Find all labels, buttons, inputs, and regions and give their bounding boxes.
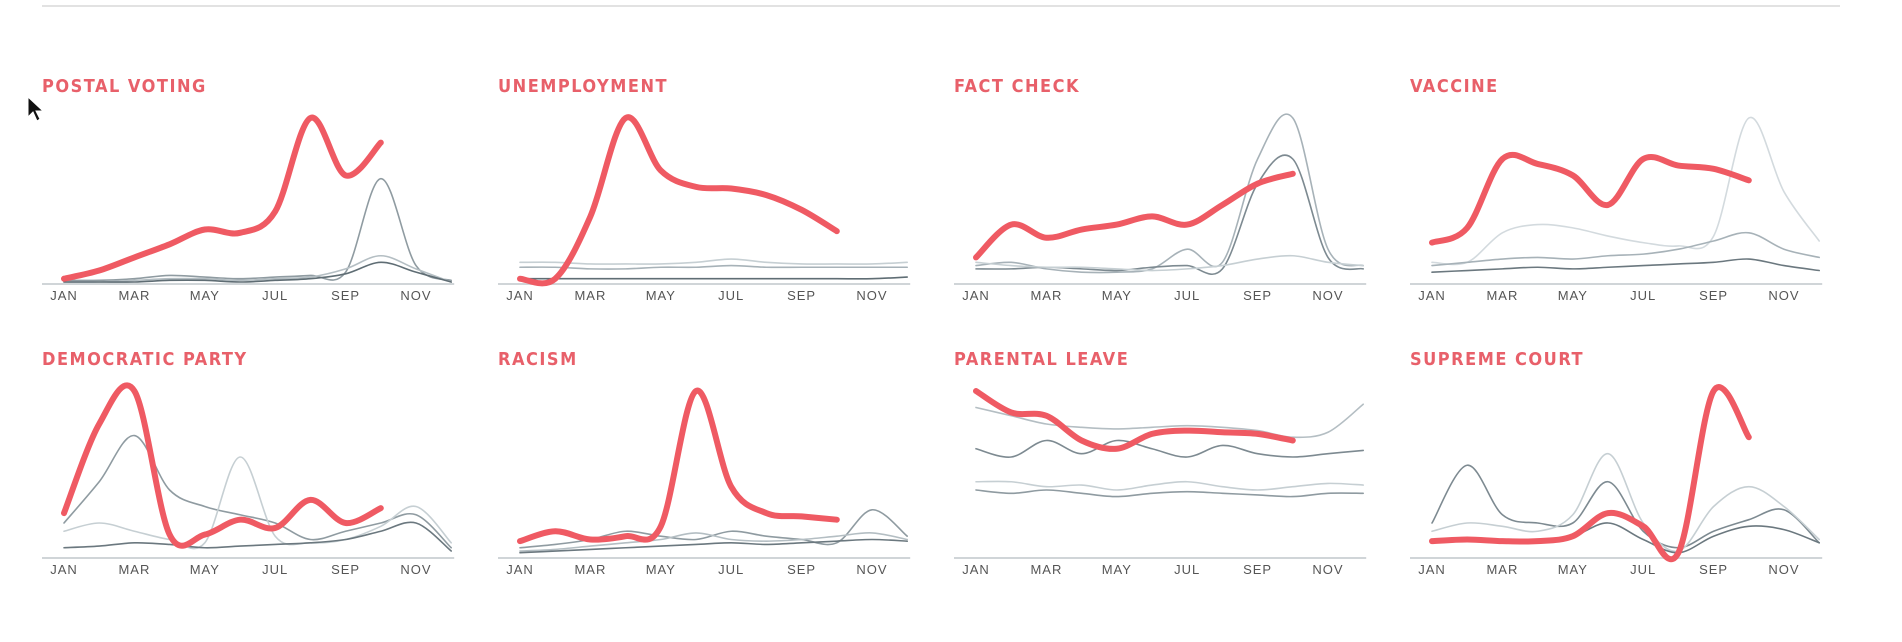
x-tick-label: NOV bbox=[856, 562, 887, 577]
x-tick-label: JAN bbox=[1418, 562, 1446, 577]
x-tick-label: JAN bbox=[506, 288, 534, 303]
context-line bbox=[1431, 452, 1820, 553]
context-line bbox=[1431, 231, 1820, 267]
x-tick-label: MAY bbox=[646, 562, 676, 577]
context-line bbox=[519, 509, 908, 549]
x-tick-label: MAY bbox=[1558, 562, 1588, 577]
context-line bbox=[63, 521, 452, 552]
x-tick-label: JUL bbox=[262, 562, 288, 577]
context-line bbox=[975, 113, 1364, 274]
panel-title: FACT CHECK bbox=[954, 76, 1080, 97]
x-tick-label: SEP bbox=[331, 562, 360, 577]
x-tick-label: MAR bbox=[118, 288, 150, 303]
context-line bbox=[519, 538, 908, 554]
context-line bbox=[975, 439, 1364, 458]
x-tick-label: NOV bbox=[1768, 562, 1799, 577]
x-tick-label: MAR bbox=[1030, 562, 1062, 577]
context-line bbox=[1431, 464, 1820, 549]
highlight-line bbox=[1429, 151, 1752, 246]
panel-title: RACISM bbox=[498, 349, 578, 370]
x-tick-label: MAY bbox=[190, 288, 220, 303]
x-tick-label: NOV bbox=[1312, 288, 1343, 303]
highlight-line bbox=[517, 387, 840, 545]
context-line bbox=[975, 489, 1364, 498]
x-tick-label: JAN bbox=[1418, 288, 1446, 303]
x-tick-label: MAR bbox=[574, 288, 606, 303]
x-tick-label: MAR bbox=[1486, 288, 1518, 303]
panel-title: VACCINE bbox=[1410, 76, 1499, 97]
x-tick-label: JUL bbox=[1630, 562, 1656, 577]
x-tick-label: JUL bbox=[1174, 562, 1200, 577]
x-tick-label: MAY bbox=[190, 562, 220, 577]
context-line bbox=[63, 456, 452, 550]
context-line bbox=[519, 264, 908, 270]
x-tick-label: JAN bbox=[506, 562, 534, 577]
context-line bbox=[63, 254, 452, 283]
x-tick-label: MAY bbox=[1558, 288, 1588, 303]
context-line bbox=[975, 154, 1364, 275]
x-tick-label: JAN bbox=[962, 288, 990, 303]
x-tick-label: NOV bbox=[1312, 562, 1343, 577]
panel-title: POSTAL VOTING bbox=[42, 76, 207, 97]
context-line bbox=[975, 403, 1364, 439]
x-tick-label: NOV bbox=[856, 288, 887, 303]
x-tick-label: SEP bbox=[787, 288, 816, 303]
context-line bbox=[1431, 116, 1820, 266]
x-tick-label: JAN bbox=[50, 562, 78, 577]
x-tick-label: JAN bbox=[962, 562, 990, 577]
x-tick-label: SEP bbox=[331, 288, 360, 303]
x-tick-label: JUL bbox=[262, 288, 288, 303]
x-tick-label: NOV bbox=[1768, 288, 1799, 303]
x-tick-label: SEP bbox=[1243, 288, 1272, 303]
panel-title: SUPREME COURT bbox=[1410, 349, 1584, 370]
highlight-line bbox=[973, 170, 1296, 261]
panel-title: UNEMPLOYMENT bbox=[498, 76, 668, 97]
x-tick-label: SEP bbox=[1699, 288, 1728, 303]
panel-title: PARENTAL LEAVE bbox=[954, 349, 1129, 370]
x-tick-label: JUL bbox=[1174, 288, 1200, 303]
cursor bbox=[27, 95, 45, 122]
x-tick-label: SEP bbox=[1243, 562, 1272, 577]
x-tick-label: JUL bbox=[718, 562, 744, 577]
context-line bbox=[63, 261, 452, 283]
context-line bbox=[975, 254, 1364, 272]
highlight-line bbox=[973, 388, 1296, 452]
x-tick-label: JUL bbox=[1630, 288, 1656, 303]
context-line bbox=[63, 434, 452, 549]
x-tick-label: JUL bbox=[718, 288, 744, 303]
context-line bbox=[519, 276, 908, 280]
context-line bbox=[63, 177, 452, 282]
highlight-line bbox=[61, 382, 384, 549]
x-tick-label: MAY bbox=[1102, 288, 1132, 303]
context-line bbox=[975, 480, 1364, 491]
x-tick-label: MAY bbox=[1102, 562, 1132, 577]
panel-title: DEMOCRATIC PARTY bbox=[42, 349, 248, 370]
context-line bbox=[1431, 258, 1820, 273]
x-tick-label: SEP bbox=[1699, 562, 1728, 577]
context-line bbox=[519, 532, 908, 552]
x-tick-label: MAR bbox=[574, 562, 606, 577]
x-tick-label: NOV bbox=[400, 562, 431, 577]
x-tick-label: MAR bbox=[118, 562, 150, 577]
highlight-line bbox=[517, 114, 840, 287]
x-tick-label: MAR bbox=[1030, 288, 1062, 303]
context-line bbox=[519, 258, 908, 265]
x-tick-label: NOV bbox=[400, 288, 431, 303]
x-tick-label: MAR bbox=[1486, 562, 1518, 577]
highlight-line bbox=[61, 114, 384, 282]
x-tick-label: MAY bbox=[646, 288, 676, 303]
highlight-line bbox=[1429, 384, 1752, 563]
x-tick-label: SEP bbox=[787, 562, 816, 577]
x-tick-label: JAN bbox=[50, 288, 78, 303]
